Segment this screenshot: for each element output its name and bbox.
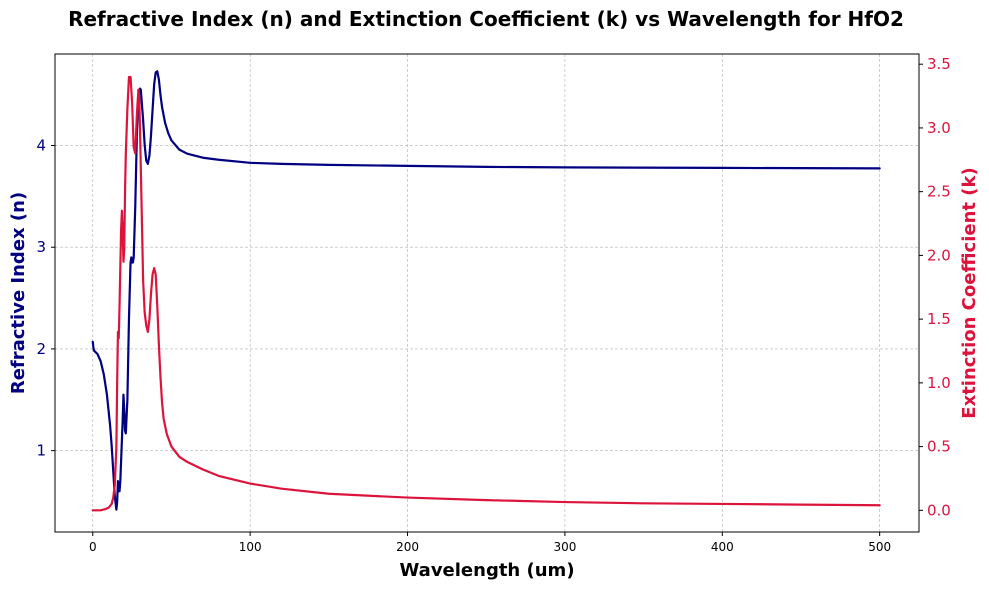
x-tick-label: 500 [868, 540, 891, 554]
y-right-tick-label: 1.5 [927, 310, 951, 328]
series-layer [91, 70, 881, 512]
x-tick-label: 300 [553, 540, 576, 554]
y-right-tick-label: 3.5 [927, 55, 951, 73]
x-axis-ticks: 0 100 200 300 400 500 [89, 532, 891, 554]
series-line-k [91, 75, 881, 512]
y-left-axis-label: Refractive Index (n) [8, 192, 29, 394]
x-tick-label: 400 [711, 540, 734, 554]
y-left-axis-ticks: 1 2 3 4 [36, 137, 55, 460]
y-right-tick-label: 0.5 [927, 438, 951, 456]
series-line-n [91, 70, 881, 511]
y-left-tick-label: 2 [36, 340, 46, 358]
y-right-axis-ticks: 0.0 0.5 1.0 1.5 2.0 2.5 3.0 3.5 [919, 55, 951, 519]
y-right-axis-label: Extinction Coefficient (k) [959, 167, 980, 418]
plot-frame [54, 53, 920, 533]
y-right-tick-label: 2.5 [927, 183, 951, 201]
y-left-tick-label: 4 [36, 137, 46, 155]
x-axis-label: Wavelength (um) [399, 560, 574, 581]
y-left-tick-label: 1 [36, 442, 46, 460]
y-right-tick-label: 3.0 [927, 119, 951, 137]
x-tick-label: 200 [396, 540, 419, 554]
chart-title: Refractive Index (n) and Extinction Coef… [68, 7, 904, 31]
x-tick-label: 0 [89, 540, 97, 554]
y-right-tick-label: 1.0 [927, 374, 951, 392]
grid-lines [55, 54, 919, 532]
x-tick-label: 100 [239, 540, 262, 554]
y-right-tick-label: 2.0 [927, 246, 951, 264]
y-right-tick-label: 0.0 [927, 501, 951, 519]
y-left-tick-label: 3 [36, 238, 46, 256]
